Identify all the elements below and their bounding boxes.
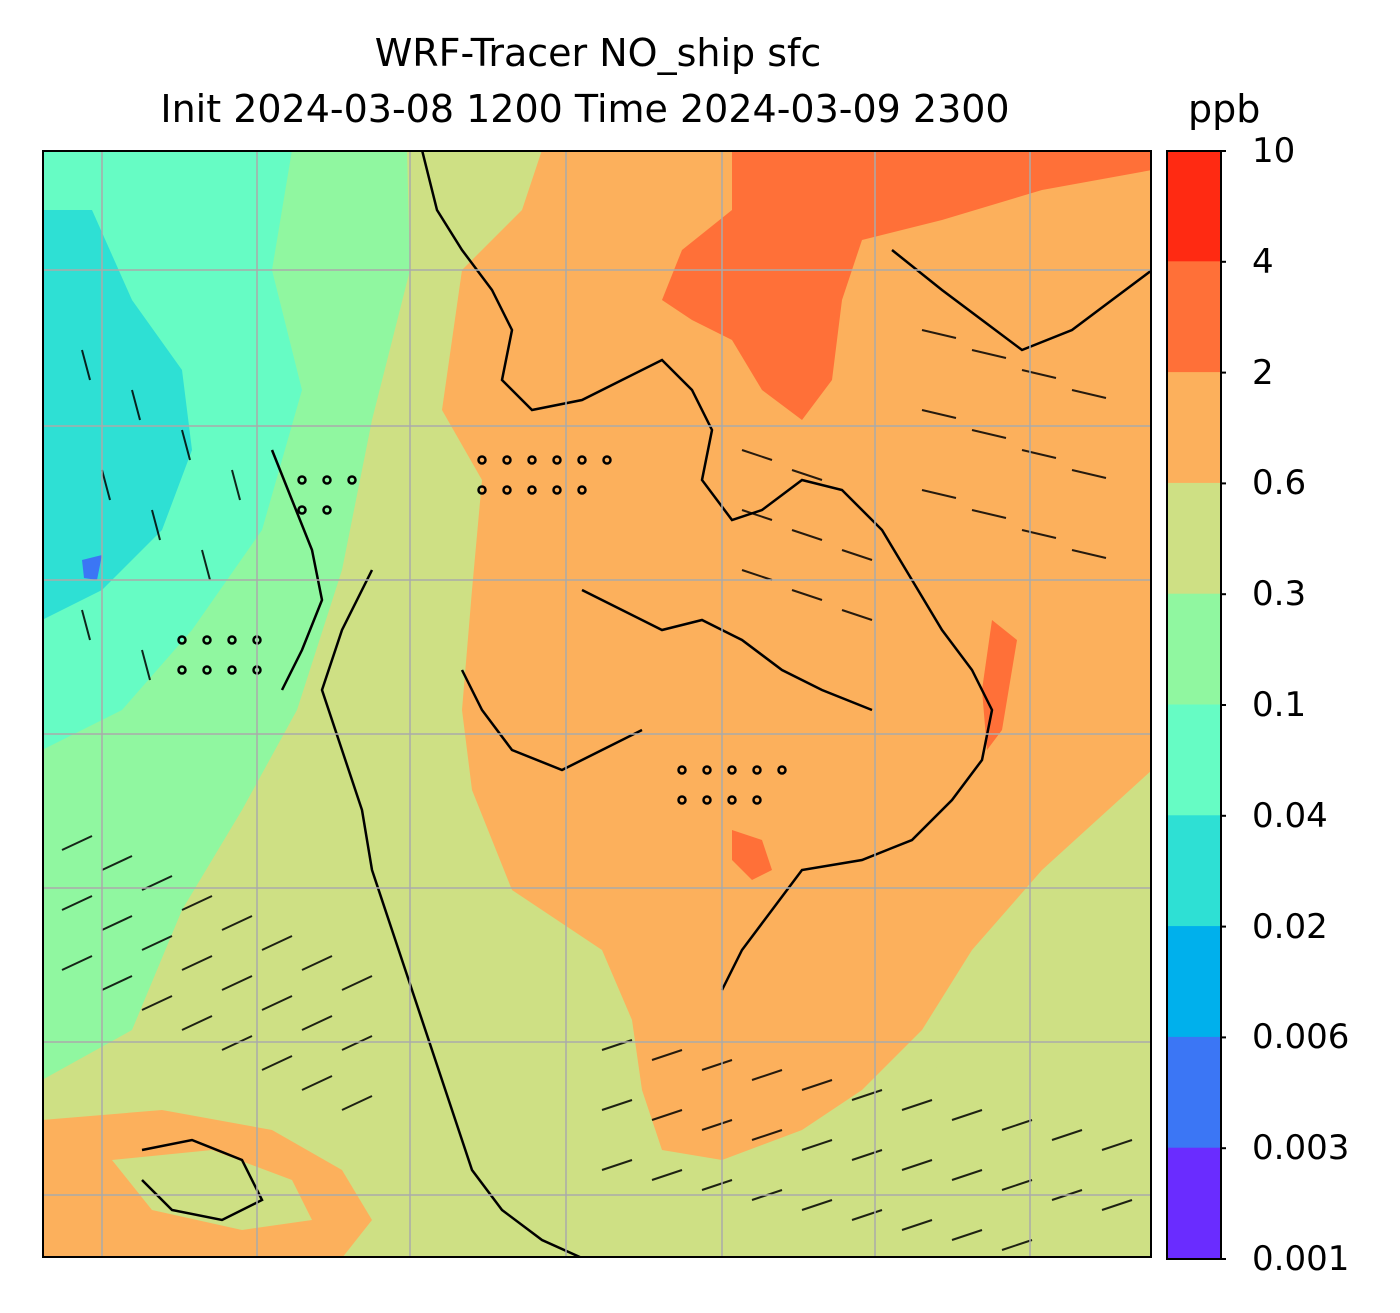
field-high-north [662, 150, 1152, 420]
map-subtitle: Init 2024-03-08 1200 Time 2024-03-09 230… [160, 87, 1010, 131]
field-high-south [732, 830, 772, 880]
colorbar-segment [1167, 1036, 1221, 1148]
gridlines [42, 150, 1152, 1258]
colorbar-segment [1167, 814, 1221, 927]
map-title: WRF-Tracer NO_ship sfc [374, 31, 822, 75]
colorbar-segment [1167, 1147, 1221, 1259]
calm-markers [177, 455, 787, 805]
colorbar-segment [1167, 482, 1221, 594]
colorbar-tick-label: 0.02 [1252, 906, 1328, 947]
colorbar-segment [1167, 704, 1221, 816]
colorbar-tick-label: 0.1 [1252, 685, 1307, 725]
colorbar-tick-label: 0.6 [1252, 463, 1307, 504]
colorbar-segment [1167, 150, 1221, 262]
map-frame [42, 150, 1152, 1258]
colorbar-tick-label: 0.04 [1252, 795, 1328, 836]
colorbar-tick-label: 2 [1252, 352, 1274, 393]
colorbar-segment [1167, 925, 1221, 1037]
colorbar-segment [1167, 260, 1221, 373]
colorbar-tick-label: 0.3 [1252, 574, 1307, 615]
colorbar-tick-label: 0.003 [1252, 1128, 1350, 1169]
wind-barbs [61, 329, 1133, 1251]
field-orange-east [442, 150, 1152, 1160]
field-green-sw [112, 1150, 312, 1230]
field-blue-pocket [82, 555, 102, 580]
colorbar-tick-label: 4 [1252, 241, 1274, 282]
colorbar-segment [1167, 593, 1221, 705]
units-label: ppb [1188, 87, 1261, 131]
colorbar-tick-label: 10 [1252, 131, 1296, 171]
colorbar-segment [1167, 371, 1221, 483]
coastlines [141, 150, 1152, 1258]
colorbar-tick-label: 0.001 [1252, 1239, 1350, 1279]
colorbar-tick-label: 0.006 [1252, 1017, 1350, 1058]
colorbar [1166, 150, 1226, 1260]
tracer-map [42, 150, 1152, 1258]
